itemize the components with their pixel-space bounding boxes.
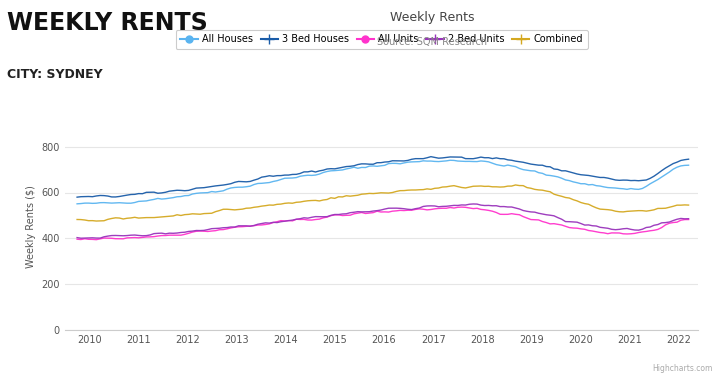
Text: Highcharts.com: Highcharts.com <box>652 364 713 373</box>
Legend: All Houses, 3 Bed Houses, All Units, 2 Bed Units, Combined: All Houses, 3 Bed Houses, All Units, 2 B… <box>176 30 588 50</box>
Text: CITY: SYDNEY: CITY: SYDNEY <box>7 68 103 81</box>
Text: Weekly Rents: Weekly Rents <box>390 11 474 24</box>
Text: WEEKLY RENTS: WEEKLY RENTS <box>7 11 208 35</box>
Y-axis label: Weekly Rents ($): Weekly Rents ($) <box>26 186 36 268</box>
Text: Source: SQM Research: Source: SQM Research <box>377 38 487 48</box>
